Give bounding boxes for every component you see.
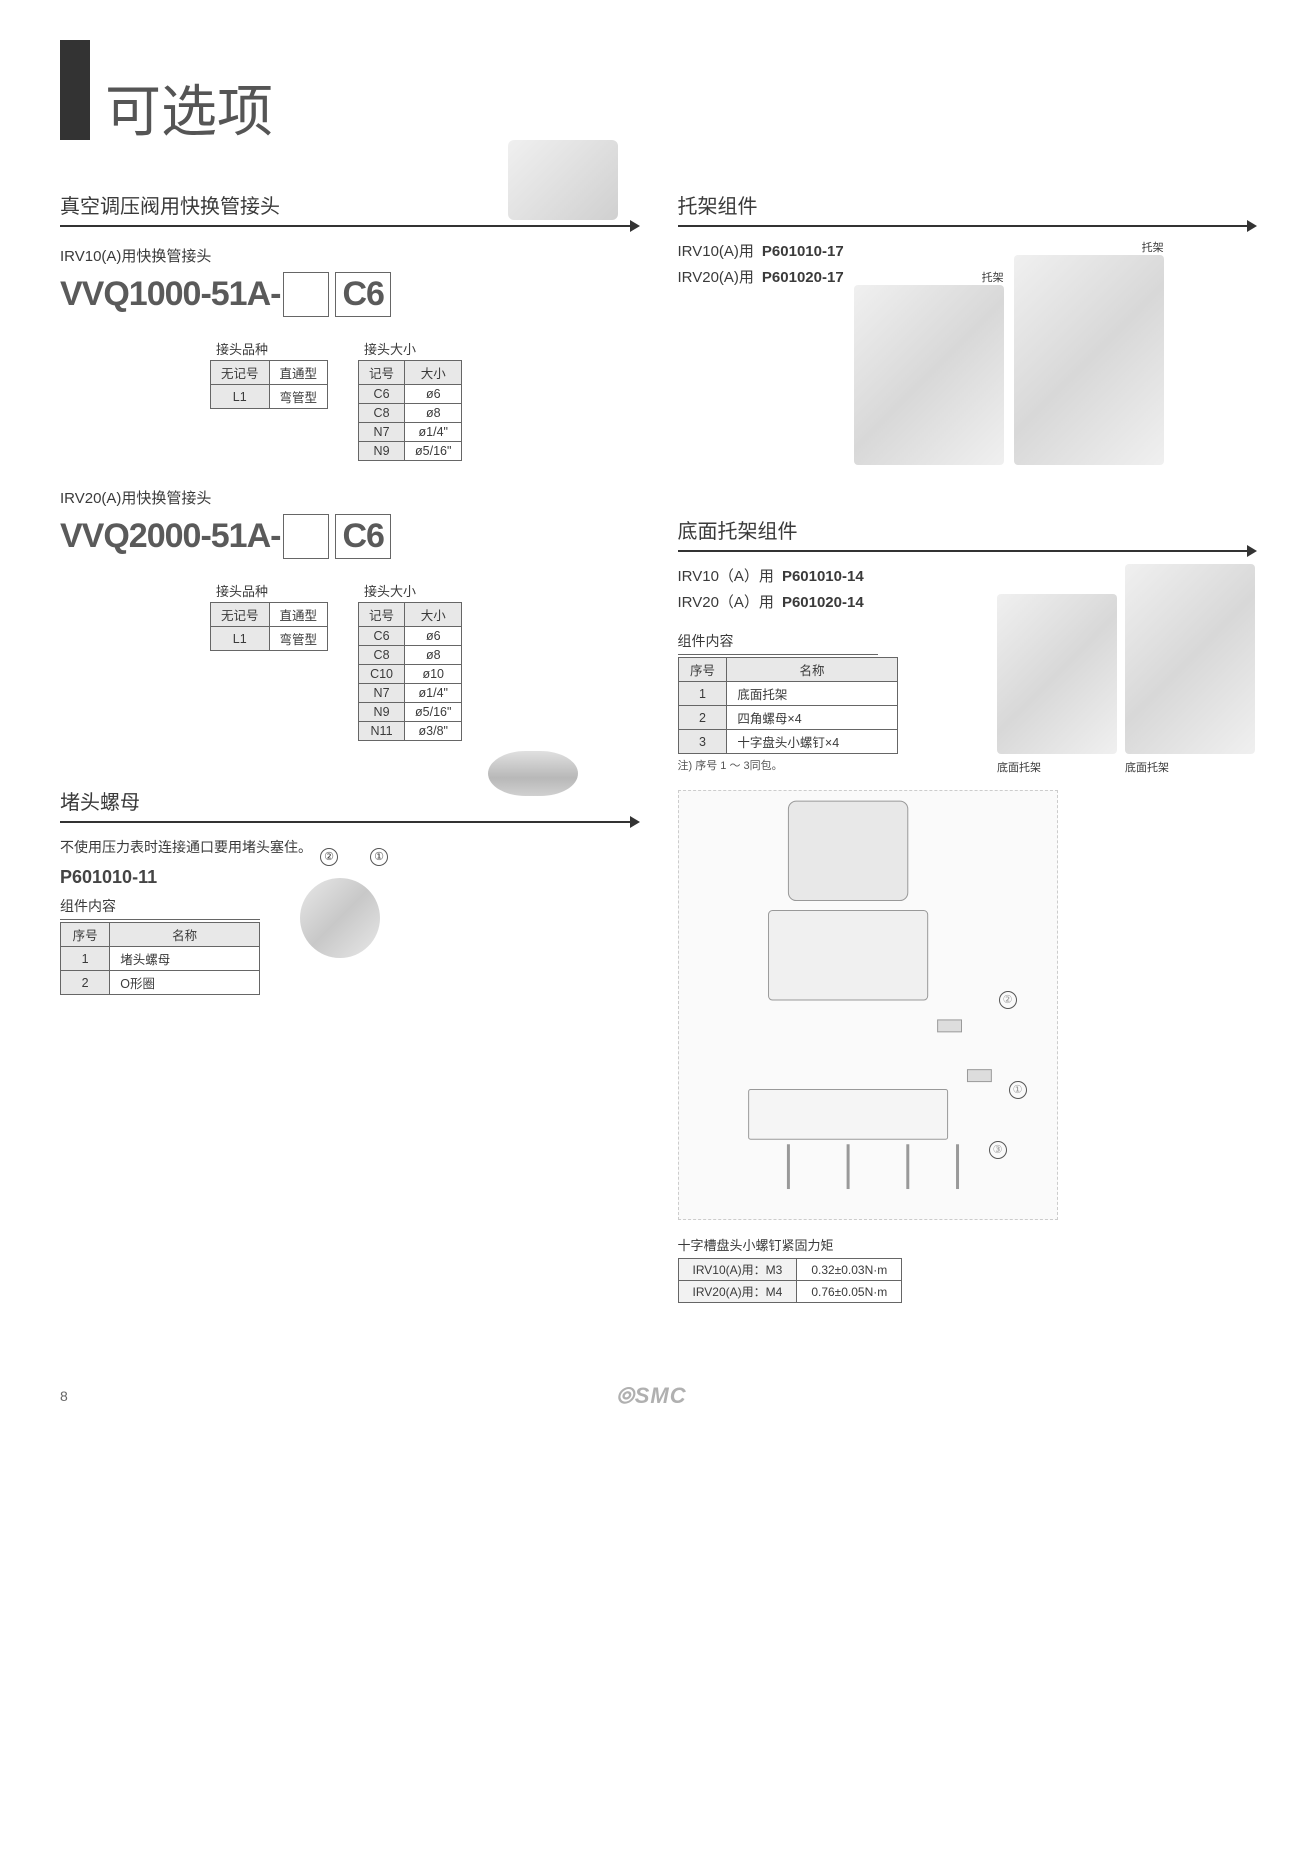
- page-footer: 8 ⦾SMC: [60, 1383, 1255, 1409]
- unit2-type-callout: 接头品种 无记号直通型 L1弯管型: [210, 581, 328, 741]
- bracket-label-1: 托架: [854, 269, 1004, 285]
- bracket-images: 托架 托架: [854, 239, 1164, 470]
- section-title-plug: 堵头螺母: [60, 786, 638, 823]
- title-accent-bar: [60, 40, 90, 140]
- plug-contents-table: 序号名称 1堵头螺母 2O形圈: [60, 922, 260, 995]
- page-title: 可选项: [105, 84, 273, 140]
- section-title-bottom-bracket: 底面托架组件: [678, 515, 1256, 552]
- table-row: L1弯管型: [211, 627, 328, 651]
- bracket-product-image-2: [1014, 255, 1164, 465]
- unit1-callouts: 接头品种 无记号直通型 L1弯管型 接头大小 记号大小 C6ø6 C8ø8 N7…: [210, 317, 638, 461]
- unit2-size-title: 接头大小: [358, 581, 462, 600]
- table-row: N11ø3/8": [359, 722, 462, 741]
- bottom-bracket-part-list: IRV10（A）用P601010-14 IRV20（A）用P601020-14: [678, 564, 988, 615]
- page-number: 8: [60, 1388, 68, 1404]
- plug-subhead: 组件内容: [60, 896, 260, 920]
- plug-bubble-1: ①: [370, 848, 388, 866]
- table-row: L1弯管型: [211, 385, 328, 409]
- main-columns: 真空调压阀用快换管接头 IRV10(A)用快换管接头 VVQ1000-51A- …: [60, 190, 1255, 1303]
- exploded-diagram: ② ① ③: [678, 790, 1058, 1220]
- unit2-callouts: 接头品种 无记号直通型 L1弯管型 接头大小 记号大小 C6ø6 C8ø8 C1…: [210, 559, 638, 741]
- section-plug-nut: 堵头螺母 不使用压力表时连接通口要用堵头塞住。 P601010-11 组件内容 …: [60, 786, 638, 995]
- table-row: C8ø8: [359, 646, 462, 665]
- unit2-type-title: 接头品种: [210, 581, 328, 600]
- bottom-bracket-image-1: [997, 594, 1117, 754]
- table-row: IRV10(A)用：M30.32±0.03N·m: [678, 1259, 902, 1281]
- table-row: 无记号直通型: [211, 603, 328, 627]
- bottom-bracket-contents-table: 序号名称 1底面托架 2四角螺母×4 3十字盘头小螺钉×4: [678, 657, 898, 754]
- bottom-bracket-images: 底面托架 底面托架: [997, 564, 1255, 775]
- plug-detail-image: [300, 878, 380, 958]
- unit2-size-table: 记号大小 C6ø6 C8ø8 C10ø10 N7ø1/4" N9ø5/16" N…: [358, 602, 462, 741]
- bracket-label-2: 托架: [1014, 239, 1164, 255]
- unit2-empty-box: [283, 514, 329, 559]
- unit2-code-box: C6: [335, 514, 390, 559]
- bottom-bracket-image-2: [1125, 564, 1255, 754]
- section-fittings: 真空调压阀用快换管接头 IRV10(A)用快换管接头 VVQ1000-51A- …: [60, 190, 638, 741]
- table-row: 无记号直通型: [211, 361, 328, 385]
- unit2-part-code: VVQ2000-51A- C6: [60, 514, 638, 559]
- unit1-part-code: VVQ1000-51A- C6: [60, 272, 638, 317]
- table-row: 2四角螺母×4: [678, 706, 897, 730]
- bottom-bracket-subhead: 组件内容: [678, 631, 878, 655]
- list-item: IRV10(A)用P601010-17: [678, 239, 844, 265]
- table-row: 3十字盘头小螺钉×4: [678, 730, 897, 754]
- table-row: C8ø8: [359, 404, 462, 423]
- section-bottom-bracket: 底面托架组件 IRV10（A）用P601010-14 IRV20（A）用P601…: [678, 515, 1256, 1303]
- unit1-code-box: C6: [335, 272, 390, 317]
- exploded-bubble-3: ③: [989, 1141, 1007, 1159]
- table-row: 记号大小: [359, 603, 462, 627]
- table-row: C6ø6: [359, 627, 462, 646]
- bracket-product-image-1: [854, 285, 1004, 465]
- table-row: N9ø5/16": [359, 703, 462, 722]
- table-row: 序号名称: [61, 923, 260, 947]
- unit2-type-table: 无记号直通型 L1弯管型: [210, 602, 328, 651]
- unit1-label: IRV10(A)用快换管接头: [60, 245, 638, 266]
- unit1-empty-box: [283, 272, 329, 317]
- table-row: 2O形圈: [61, 971, 260, 995]
- list-item: IRV10（A）用P601010-14: [678, 564, 988, 590]
- section-bracket: 托架组件 IRV10(A)用P601010-17 IRV20(A)用P60102…: [678, 190, 1256, 470]
- table-row: N9ø5/16": [359, 442, 462, 461]
- table-row: IRV20(A)用：M40.76±0.05N·m: [678, 1281, 902, 1303]
- table-row: C6ø6: [359, 385, 462, 404]
- unit1-size-callout: 接头大小 记号大小 C6ø6 C8ø8 N7ø1/4" N9ø5/16": [358, 339, 462, 461]
- bottom-bracket-label-2: 底面托架: [1125, 759, 1255, 775]
- footer-logo: ⦾SMC: [616, 1383, 687, 1409]
- table-row: 记号大小: [359, 361, 462, 385]
- table-row: 1底面托架: [678, 682, 897, 706]
- exploded-bubble-2: ②: [999, 991, 1017, 1009]
- unit1-type-callout: 接头品种 无记号直通型 L1弯管型: [210, 339, 328, 461]
- plug-bubble-2: ②: [320, 848, 338, 866]
- torque-title: 十字槽盘头小螺钉紧固力矩: [678, 1235, 1256, 1254]
- section-title-fittings: 真空调压阀用快换管接头: [60, 190, 638, 227]
- unit1-size-title: 接头大小: [358, 339, 462, 358]
- table-row: 1堵头螺母: [61, 947, 260, 971]
- exploded-bubble-1: ①: [1009, 1081, 1027, 1099]
- table-row: N7ø1/4": [359, 684, 462, 703]
- list-item: IRV20(A)用P601020-17: [678, 265, 844, 291]
- torque-table: IRV10(A)用：M30.32±0.03N·m IRV20(A)用：M40.7…: [678, 1258, 903, 1303]
- right-column: 托架组件 IRV10(A)用P601010-17 IRV20(A)用P60102…: [678, 190, 1256, 1303]
- list-item: IRV20（A）用P601020-14: [678, 590, 988, 616]
- unit2-code-prefix: VVQ2000-51A-: [60, 517, 280, 556]
- unit1-type-table: 无记号直通型 L1弯管型: [210, 360, 328, 409]
- unit1-code-prefix: VVQ1000-51A-: [60, 275, 280, 314]
- section-title-bracket: 托架组件: [678, 190, 1256, 227]
- left-column: 真空调压阀用快换管接头 IRV10(A)用快换管接头 VVQ1000-51A- …: [60, 190, 638, 1303]
- bottom-bracket-note: 注) 序号 1 ～ 3同包。: [678, 757, 988, 773]
- bottom-bracket-label-1: 底面托架: [997, 759, 1117, 775]
- bracket-part-list: IRV10(A)用P601010-17 IRV20(A)用P601020-17: [678, 239, 844, 462]
- unit1-size-table: 记号大小 C6ø6 C8ø8 N7ø1/4" N9ø5/16": [358, 360, 462, 461]
- table-row: C10ø10: [359, 665, 462, 684]
- unit2-label: IRV20(A)用快换管接头: [60, 487, 638, 508]
- table-row: N7ø1/4": [359, 423, 462, 442]
- unit2-size-callout: 接头大小 记号大小 C6ø6 C8ø8 C10ø10 N7ø1/4" N9ø5/…: [358, 581, 462, 741]
- table-row: 序号名称: [678, 658, 897, 682]
- page-title-block: 可选项: [60, 40, 1255, 140]
- unit1-type-title: 接头品种: [210, 339, 328, 358]
